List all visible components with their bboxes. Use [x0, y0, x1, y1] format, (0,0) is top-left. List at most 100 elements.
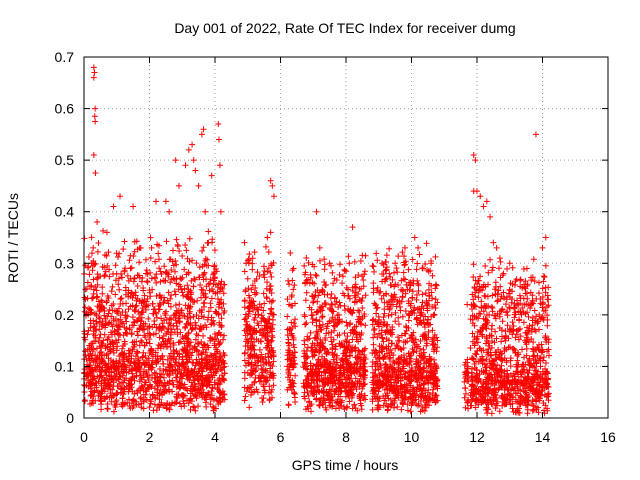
data-point	[309, 279, 316, 286]
data-points	[81, 64, 552, 417]
data-point	[527, 289, 534, 296]
data-point	[432, 285, 439, 292]
data-point	[187, 406, 194, 413]
data-point	[201, 299, 208, 306]
data-point	[316, 348, 323, 355]
data-point	[170, 247, 177, 254]
data-point	[322, 404, 329, 411]
data-point	[432, 296, 439, 303]
data-point	[152, 395, 159, 402]
data-point	[301, 311, 308, 318]
data-point	[303, 289, 310, 296]
data-point	[167, 256, 174, 263]
data-point	[95, 338, 102, 345]
data-point	[191, 366, 198, 373]
data-point	[354, 360, 361, 367]
data-point	[218, 305, 225, 312]
data-point	[355, 307, 362, 314]
data-point	[319, 378, 326, 385]
data-point	[347, 368, 354, 375]
data-point	[504, 265, 511, 272]
data-point	[250, 367, 257, 374]
data-point	[181, 381, 188, 388]
data-point	[179, 354, 186, 361]
data-point	[379, 271, 386, 278]
data-point	[182, 353, 189, 360]
data-point	[136, 324, 143, 331]
data-point	[502, 301, 509, 308]
data-point	[251, 325, 258, 332]
data-point	[113, 347, 120, 354]
data-point	[395, 253, 402, 260]
data-point	[166, 320, 173, 327]
data-point	[288, 293, 295, 300]
data-point	[169, 377, 176, 384]
data-point	[251, 278, 258, 285]
data-point	[204, 316, 211, 323]
data-point	[286, 355, 293, 362]
data-point	[194, 347, 201, 354]
data-point	[215, 359, 222, 366]
data-point	[172, 291, 179, 298]
data-point	[251, 249, 258, 256]
data-point	[91, 69, 98, 76]
x-tick-label: 4	[211, 429, 219, 445]
data-point	[200, 126, 207, 133]
data-point	[361, 381, 368, 388]
data-point	[115, 336, 122, 343]
data-point	[209, 403, 216, 410]
data-point	[422, 402, 429, 409]
data-point	[153, 279, 160, 286]
data-point	[519, 346, 526, 353]
data-point	[142, 320, 149, 327]
data-point	[95, 314, 102, 321]
data-point	[496, 255, 503, 262]
data-point	[193, 260, 200, 267]
data-point	[265, 248, 272, 255]
data-point	[359, 304, 366, 311]
data-point	[417, 338, 424, 345]
data-point	[204, 363, 211, 370]
data-point	[110, 379, 117, 386]
data-point	[145, 315, 152, 322]
data-point	[300, 380, 307, 387]
data-point	[172, 310, 179, 317]
data-point	[98, 401, 105, 408]
data-point	[241, 268, 248, 275]
data-point	[199, 247, 206, 254]
data-point	[86, 355, 93, 362]
data-point	[241, 369, 248, 376]
data-point	[346, 260, 353, 267]
data-point	[187, 395, 194, 402]
data-point	[488, 303, 495, 310]
data-point	[119, 320, 126, 327]
data-point	[269, 370, 276, 377]
data-point	[125, 287, 132, 294]
data-point	[419, 299, 426, 306]
data-point	[341, 371, 348, 378]
data-point	[489, 322, 496, 329]
data-point	[473, 351, 480, 358]
data-point	[221, 308, 228, 315]
data-point	[144, 295, 151, 302]
data-point	[131, 238, 138, 245]
data-point	[393, 265, 400, 272]
data-point	[267, 310, 274, 317]
data-point	[289, 332, 296, 339]
data-point	[198, 286, 205, 293]
data-point	[328, 317, 335, 324]
data-point	[153, 407, 160, 414]
data-point	[243, 318, 250, 325]
data-point	[134, 328, 141, 335]
data-point	[189, 359, 196, 366]
data-point	[154, 241, 161, 248]
data-point	[160, 383, 167, 390]
data-point	[360, 360, 367, 367]
data-point	[149, 357, 156, 364]
data-point	[392, 318, 399, 325]
data-point	[264, 268, 271, 275]
data-point	[341, 406, 348, 413]
data-point	[157, 294, 164, 301]
data-point	[429, 295, 436, 302]
data-point	[166, 406, 173, 413]
